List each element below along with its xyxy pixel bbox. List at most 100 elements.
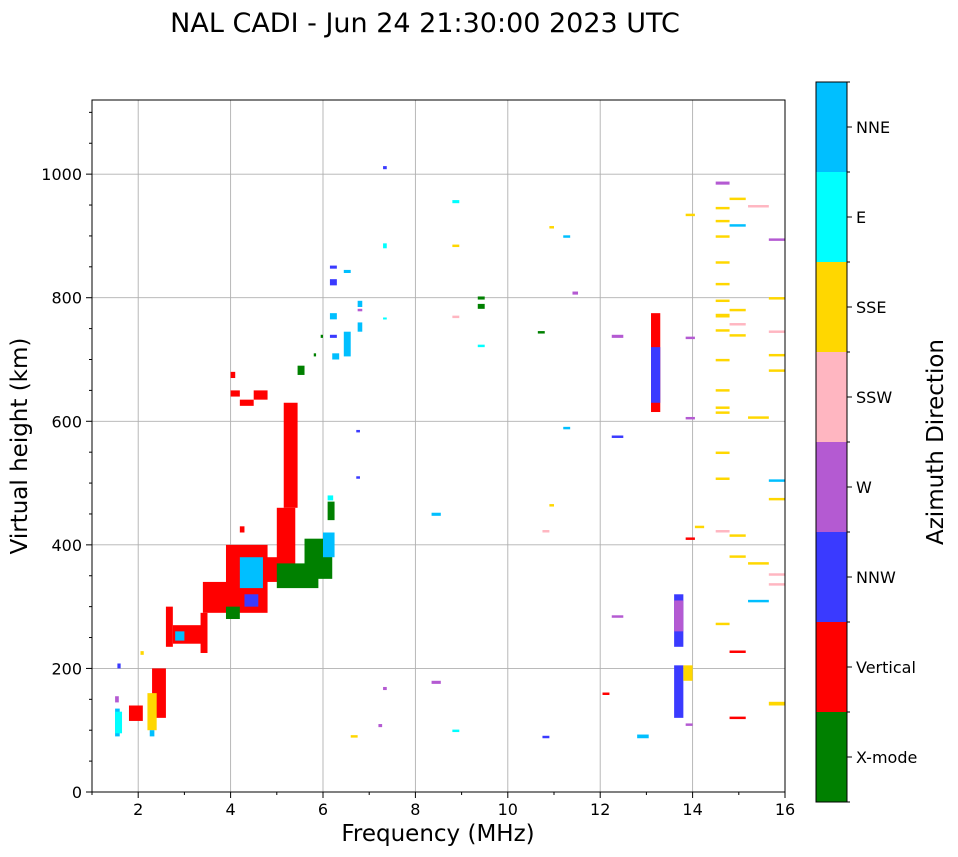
echo-segment-sse <box>715 451 730 455</box>
echo-segment-vertical <box>729 716 746 720</box>
echo-segment-sse <box>748 562 769 565</box>
echo-segment-vertical <box>602 692 610 695</box>
echo-segment-vertical <box>685 537 695 540</box>
echo-segment-w <box>768 238 785 241</box>
y-tick-label: 0 <box>72 783 82 802</box>
echo-segment-vertical <box>276 507 296 570</box>
echo-segment-sse <box>715 219 730 223</box>
echo-segment-x-mode <box>537 331 545 334</box>
echo-segment-sse <box>715 406 730 409</box>
echo-segment-w <box>611 615 624 618</box>
echo-segment-w <box>431 680 441 684</box>
echo-segment-w <box>685 336 695 340</box>
echo-segment-sse <box>729 334 746 337</box>
plot-area: 2 4 6 8 10 12 14 16 0 200 400 600 800 1000 <box>41 99 795 819</box>
echo-segment-sse <box>768 369 785 372</box>
echo-segment-e <box>452 200 460 204</box>
echo-segment-nnw <box>356 429 360 433</box>
colorbar-label: NNW <box>856 568 896 587</box>
x-tick-label: 16 <box>775 800 795 819</box>
echo-segment-sse <box>683 665 693 681</box>
plot-background <box>92 100 785 792</box>
echo-segment-vertical <box>200 612 208 653</box>
echo-segment-vertical <box>253 390 268 400</box>
y-axis-label: Virtual height (km) <box>7 338 33 555</box>
echo-segment-ssw <box>768 583 785 586</box>
echo-segment-sse <box>715 261 730 264</box>
echo-segment-nnw <box>356 476 360 479</box>
echo-segment-nne <box>637 734 649 739</box>
echo-segment-e <box>477 344 485 348</box>
x-tick-label: 8 <box>410 800 420 819</box>
echo-segment-sse <box>549 504 554 507</box>
echo-segment-nne <box>329 313 337 320</box>
echo-segment-nnw <box>542 735 550 739</box>
y-tick-label: 600 <box>51 412 82 431</box>
echo-segment-sse <box>715 477 730 480</box>
echo-segment-w <box>685 416 695 420</box>
echo-segment-sse <box>715 358 730 362</box>
echo-segment-sse <box>729 308 746 312</box>
colorbar-swatch-ssw <box>816 352 847 442</box>
echo-segment-sse <box>140 651 144 655</box>
echo-segment-nnw <box>329 265 337 269</box>
echo-segment-nne <box>563 426 571 430</box>
plot-frame <box>91 99 786 793</box>
colorbar-label: W <box>856 478 872 497</box>
echo-segment-e <box>383 317 387 320</box>
echo-segment-x-mode <box>477 296 485 300</box>
echo-segment-sse <box>715 313 730 318</box>
echo-segment-w <box>611 334 624 338</box>
y-tick-label: 800 <box>51 289 82 308</box>
echo-segment-w <box>357 308 363 312</box>
echo-segment-nnw <box>651 347 661 403</box>
echo-segment-sse <box>768 701 785 706</box>
echo-segment-sse <box>768 297 785 300</box>
echo-segment-nne <box>343 331 351 357</box>
x-tick-label: 10 <box>498 800 518 819</box>
echo-segment-nnw <box>329 279 337 286</box>
echo-segment-sse <box>350 735 358 738</box>
echo-segment-nne <box>332 353 340 360</box>
colorbar-swatch-e <box>816 172 847 262</box>
echo-segment-vertical <box>729 650 746 653</box>
colorbar-label: SSW <box>856 388 892 407</box>
colorbar-swatch-vertical <box>816 622 847 712</box>
echo-segments <box>115 166 785 739</box>
echo-segment-nne <box>431 512 441 516</box>
echo-segment-w <box>685 723 693 726</box>
colorbar-label: SSE <box>856 298 886 317</box>
colorbar-swatch-sse <box>816 262 847 352</box>
y-tick-label: 1000 <box>41 165 82 184</box>
echo-segment-sse <box>729 534 746 537</box>
x-tick-label: 6 <box>318 800 328 819</box>
echo-segment-nnw <box>329 334 337 338</box>
x-axis-label: Frequency (MHz) <box>341 821 534 847</box>
echo-segment-nne <box>149 730 155 737</box>
echo-segment-w <box>674 600 684 632</box>
y-axis-ticks: 0 200 400 600 800 1000 <box>41 111 92 802</box>
echo-segment-sse <box>715 622 730 626</box>
echo-segment-sse <box>715 235 730 238</box>
echo-segment-nne <box>357 300 363 307</box>
colorbar-title: Azimuth Direction <box>923 339 949 545</box>
echo-segment-sse <box>715 299 730 303</box>
echo-segment-sse <box>715 282 730 286</box>
echo-segment-vertical <box>239 399 254 406</box>
echo-segment-w <box>115 696 119 703</box>
echo-segment-x-mode <box>313 353 317 357</box>
azimuth-colorbar: X-mode Vertical NNW W SSW SSE E NNE <box>815 81 917 803</box>
echo-segment-nne <box>729 224 746 227</box>
echo-segment-ssw <box>748 205 769 208</box>
x-tick-label: 4 <box>226 800 236 819</box>
echo-segment-w <box>715 181 730 185</box>
echo-segment-nnw <box>611 435 624 438</box>
echo-segment-e <box>452 729 460 733</box>
colorbar-label: Vertical <box>856 658 916 677</box>
echo-segment-sse <box>729 555 746 558</box>
echo-segment-e <box>327 495 334 501</box>
echo-segment-x-mode <box>225 606 240 619</box>
x-tick-label: 2 <box>133 800 143 819</box>
colorbar-swatch-nne <box>816 82 847 172</box>
